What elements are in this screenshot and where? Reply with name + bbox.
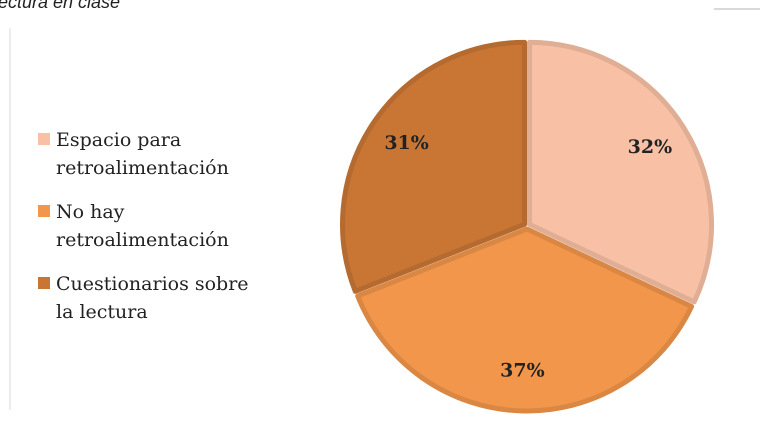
legend-swatch — [38, 133, 50, 145]
legend-label: retroalimentación — [56, 229, 229, 251]
legend-label: la lectura — [56, 301, 148, 323]
legend-swatch — [38, 277, 50, 289]
pie-slice — [527, 39, 715, 305]
chart-title: lectura en clase — [0, 0, 120, 12]
legend-label: retroalimentación — [56, 157, 229, 179]
legend-swatch — [38, 205, 50, 217]
legend-label: Espacio para — [56, 129, 181, 151]
data-label: 37% — [500, 360, 545, 382]
pie-slice — [355, 226, 695, 414]
legend-label: No hay — [56, 201, 125, 223]
data-label: 31% — [384, 132, 429, 154]
pie-slice — [340, 39, 528, 294]
data-label: 32% — [628, 136, 673, 158]
legend-label: Cuestionarios sobre — [56, 273, 249, 295]
